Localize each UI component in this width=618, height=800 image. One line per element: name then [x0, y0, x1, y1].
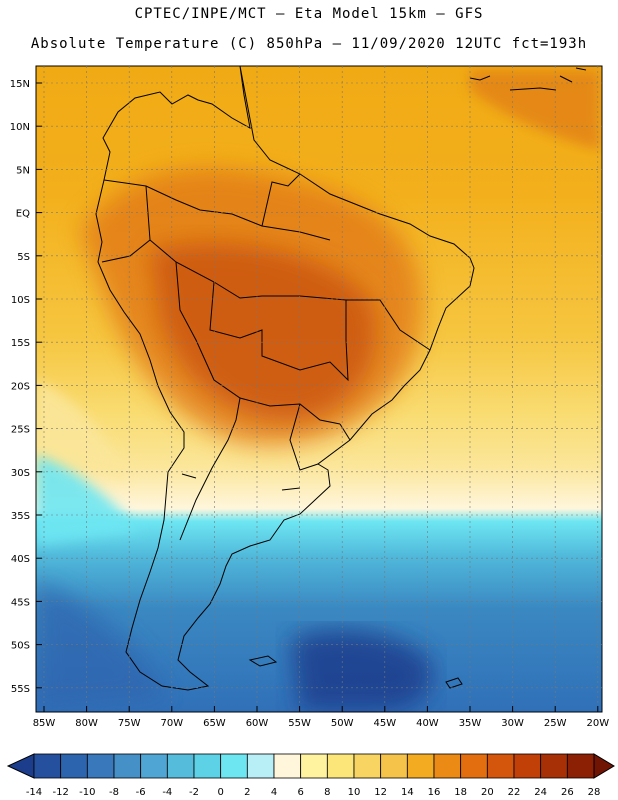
- lon-label: 25W: [544, 718, 567, 729]
- colorbar-swatch: [326, 753, 355, 779]
- colorbar-label: 14: [401, 787, 414, 798]
- lon-label: 55W: [288, 718, 311, 729]
- lat-label: 45S: [11, 597, 30, 608]
- colorbar-swatch: [486, 753, 515, 779]
- colorbar-swatch: [300, 753, 328, 779]
- colorbar-label: -14: [26, 787, 42, 798]
- lat-label: 40S: [11, 554, 30, 565]
- lon-label: 30W: [501, 718, 524, 729]
- colorbar-label: 8: [324, 787, 330, 798]
- colorbar-swatch: [166, 753, 195, 779]
- colorbar: -14 -12 -10 -8 -6 -4 -2 0 2 4 6 8 10 12 14 16 18 20 22 24 26…: [6, 753, 615, 798]
- colorbar-label: -2: [189, 787, 199, 798]
- map-frame: [35, 65, 603, 713]
- colorbar-swatch: [113, 753, 142, 779]
- colorbar-label: -10: [79, 787, 95, 798]
- colorbar-swatch: [406, 753, 435, 779]
- colorbar-swatch: [140, 753, 168, 779]
- lon-label: 65W: [203, 718, 226, 729]
- colorbar-swatch: [86, 753, 115, 779]
- lon-label: 70W: [160, 718, 183, 729]
- colorbar-label: 26: [561, 787, 574, 798]
- colorbar-swatch: [380, 753, 408, 779]
- lat-label: EQ: [16, 209, 30, 220]
- title-line-1: CPTEC/INPE/MCT — Eta Model 15km — GFS: [134, 6, 484, 22]
- colorbar-label: 28: [588, 787, 601, 798]
- colorbar-swatch: [566, 753, 595, 779]
- colorbar-label: 22: [508, 787, 521, 798]
- lat-label: 15S: [11, 338, 30, 349]
- lon-label: 85W: [33, 718, 56, 729]
- coastlines: [95, 66, 587, 691]
- colorbar-label: 0: [217, 787, 223, 798]
- title-line-2: Absolute Temperature (C) 850hPa — 11/09/…: [30, 36, 588, 52]
- colorbar-label: 20: [481, 787, 494, 798]
- temperature-field: [36, 66, 602, 712]
- lat-label: 10S: [11, 295, 30, 306]
- lat-label: 10N: [10, 122, 30, 133]
- lon-label: 45W: [373, 718, 396, 729]
- colorbar-label: -12: [52, 787, 68, 798]
- graticule: [36, 66, 602, 712]
- colorbar-label: 18: [454, 787, 467, 798]
- lat-label: 35S: [11, 511, 30, 522]
- colorbar-label: -8: [109, 787, 119, 798]
- lon-label: 75W: [118, 718, 141, 729]
- lon-label: 20W: [586, 718, 609, 729]
- colorbar-swatch: [540, 753, 568, 779]
- colorbar-swatch: [353, 753, 382, 779]
- lat-label: 50S: [11, 641, 30, 652]
- lat-label: 5N: [16, 165, 30, 176]
- latitude-labels: 15N 10N 5N EQ 5S 10S 15S 20S 25S 30S 35S 40S 45S 50S 5…: [10, 79, 42, 695]
- colorbar-swatch: [433, 753, 462, 779]
- lon-label: 40W: [416, 718, 439, 729]
- colorbar-label: 4: [271, 787, 277, 798]
- colorbar-swatch: [33, 753, 62, 779]
- colorbar-swatch: [60, 753, 88, 779]
- lat-label: 15N: [10, 79, 30, 90]
- colorbar-arrow-low: [6, 753, 35, 779]
- colorbar-label: 16: [428, 787, 441, 798]
- lat-label: 5S: [17, 252, 30, 263]
- colorbar-swatch: [273, 753, 302, 779]
- colorbar-label: 10: [348, 787, 361, 798]
- lon-label: 35W: [459, 718, 482, 729]
- colorbar-swatch: [460, 753, 488, 779]
- lat-label: 25S: [11, 425, 30, 436]
- lat-label: 55S: [11, 684, 30, 695]
- colorbar-swatch: [193, 753, 222, 779]
- colorbar-label: 2: [244, 787, 250, 798]
- colorbar-label: -4: [162, 787, 172, 798]
- lon-label: 50W: [331, 718, 354, 729]
- lat-label: 30S: [11, 468, 30, 479]
- colorbar-swatch: [246, 753, 275, 779]
- lat-label: 20S: [11, 381, 30, 392]
- longitude-labels: 85W 80W 75W 70W 65W 60W 55W 50W 45W 40W 35W 30W 25W 2…: [33, 706, 609, 729]
- colorbar-label: -6: [136, 787, 146, 798]
- colorbar-arrow-high: [593, 753, 615, 779]
- lon-label: 80W: [75, 718, 98, 729]
- colorbar-label: 24: [534, 787, 547, 798]
- colorbar-label: 6: [297, 787, 303, 798]
- colorbar-swatch: [513, 753, 542, 779]
- colorbar-label: 12: [374, 787, 387, 798]
- colorbar-swatch: [220, 753, 248, 779]
- lon-label: 60W: [246, 718, 269, 729]
